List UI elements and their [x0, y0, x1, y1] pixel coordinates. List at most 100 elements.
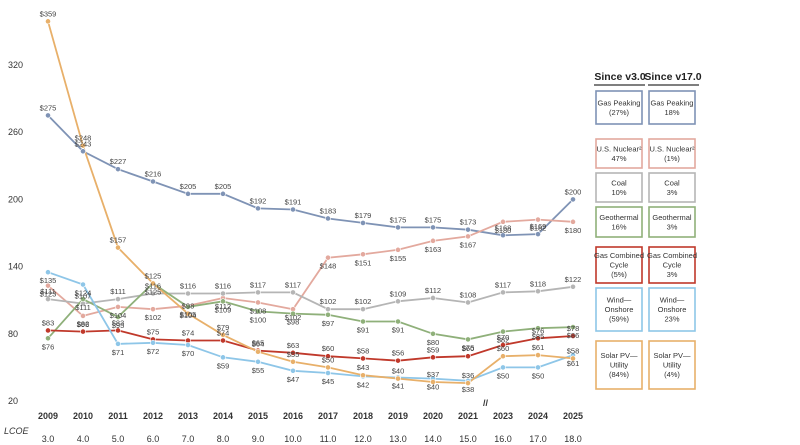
data-label-gas_peaking: $169 — [530, 222, 547, 231]
data-label-geothermal: $82 — [497, 336, 510, 345]
data-point-gas_peaking — [430, 224, 436, 231]
data-labels: $275 $243 $227 $216 $205 $205 $192 $191 $183 $179… — [40, 9, 582, 393]
legend-box-nuclear-left — [595, 138, 643, 169]
data-label-nuclear: $182 — [530, 224, 547, 233]
legend-text-gas_peaking: 18% — [664, 108, 679, 117]
legend-text-coal: Coal — [664, 178, 680, 187]
data-label-geothermal: $91 — [357, 325, 370, 334]
data-label-gas_cc: $82 — [77, 320, 90, 329]
data-point-coal — [325, 306, 331, 313]
data-label-wind: $124 — [75, 289, 92, 298]
data-point-nuclear — [465, 233, 471, 240]
data-label-wind: $50 — [532, 371, 545, 380]
data-point-gas_peaking — [465, 226, 471, 233]
data-point-geothermal — [535, 325, 541, 332]
data-label-nuclear: $104 — [110, 311, 127, 320]
data-point-coal — [115, 296, 121, 302]
data-label-coal: $122 — [565, 275, 582, 284]
data-label-coal: $117 — [285, 280, 301, 289]
data-point-geothermal — [80, 296, 86, 302]
data-point-solar — [360, 372, 366, 379]
data-point-solar — [325, 364, 331, 371]
data-point-gas_peaking — [290, 206, 296, 213]
data-label-geothermal: $100 — [250, 315, 267, 324]
data-label-nuclear: $102 — [285, 313, 302, 322]
data-label-solar: $58 — [567, 346, 580, 355]
data-label-nuclear: $105 — [180, 310, 197, 319]
data-point-solar — [150, 280, 156, 287]
data-point-coal — [220, 290, 226, 297]
data-label-gas_cc: $78 — [567, 324, 580, 333]
y-tick-label: 260 — [8, 127, 23, 137]
data-point-nuclear — [395, 246, 401, 253]
data-point-wind — [220, 354, 226, 361]
legend-text-nuclear: 47% — [611, 154, 626, 163]
data-point-geothermal — [360, 318, 366, 325]
data-label-gas_cc: $74 — [217, 329, 230, 338]
data-label-geothermal: $91 — [392, 325, 405, 334]
series-points — [45, 18, 576, 386]
data-label-solar: $79 — [217, 323, 230, 332]
data-label-geothermal: $76 — [42, 342, 55, 351]
data-point-coal — [465, 299, 471, 306]
data-label-nuclear: $180 — [495, 226, 512, 235]
data-label-coal: $116 — [145, 281, 161, 290]
data-label-wind: $40 — [427, 383, 440, 392]
data-point-geothermal — [395, 318, 401, 325]
data-label-gas_peaking: $191 — [285, 198, 302, 207]
data-point-coal — [290, 289, 296, 296]
data-label-geothermal: $95 — [112, 321, 125, 330]
data-label-solar: $50 — [322, 355, 335, 364]
x-tick-label: 2012 — [143, 411, 163, 421]
data-point-solar — [465, 380, 471, 386]
y-tick-label: 200 — [8, 194, 23, 204]
data-label-geothermal: $75 — [462, 343, 475, 352]
legend-text-geothermal: 16% — [611, 222, 626, 231]
data-point-gas_cc — [465, 353, 471, 360]
data-point-wind — [45, 269, 51, 276]
data-label-wind: $47 — [287, 375, 300, 384]
data-label-coal: $116 — [215, 281, 231, 290]
data-label-wind: $55 — [252, 366, 265, 375]
data-point-coal — [360, 306, 366, 313]
data-point-gas_peaking — [220, 190, 226, 197]
data-point-geothermal — [220, 298, 226, 305]
data-label-wind: $61 — [567, 359, 580, 368]
data-label-coal: $118 — [530, 279, 546, 288]
data-label-solar: $40 — [392, 367, 405, 376]
data-point-coal — [535, 288, 541, 295]
data-label-geothermal: $86 — [567, 331, 580, 340]
x-tick-label: 2025 — [563, 411, 583, 421]
data-point-solar — [500, 353, 506, 360]
legend-text-gas_cc: Cycle — [610, 261, 629, 270]
data-point-wind — [535, 364, 541, 371]
data-label-solar: $157 — [110, 236, 127, 245]
legend-text-wind: Onshore — [605, 305, 634, 314]
series-line-coal — [47, 285, 574, 311]
data-point-solar — [430, 379, 436, 385]
data-point-gas_peaking — [45, 112, 51, 119]
data-point-gas_peaking — [185, 190, 191, 197]
data-point-geothermal — [325, 311, 331, 318]
legend-text-gas_cc: (5%) — [611, 270, 627, 279]
data-point-coal — [500, 289, 506, 296]
data-point-solar — [290, 358, 296, 365]
series-line-gas_cc — [47, 329, 574, 362]
data-label-coal: $111 — [110, 287, 126, 296]
data-label-solar: $60 — [497, 344, 510, 353]
data-label-gas_cc: $60 — [462, 344, 475, 353]
data-label-geothermal: $111 — [75, 303, 91, 312]
data-label-nuclear: $151 — [355, 258, 372, 267]
data-label-coal: $107 — [75, 292, 92, 301]
legend-text-geothermal: 3% — [667, 222, 678, 231]
legend-text-solar: Utility — [610, 361, 629, 370]
data-label-solar: $125 — [145, 271, 162, 280]
data-point-coal — [150, 290, 156, 297]
data-label-geothermal: $125 — [145, 287, 162, 296]
legend-text-gas_peaking: (27%) — [609, 108, 630, 117]
data-point-geothermal — [45, 335, 51, 342]
data-point-coal — [185, 290, 191, 297]
x-tick-label: 2018 — [353, 411, 373, 421]
legend-box-gas_cc-right — [648, 246, 696, 284]
